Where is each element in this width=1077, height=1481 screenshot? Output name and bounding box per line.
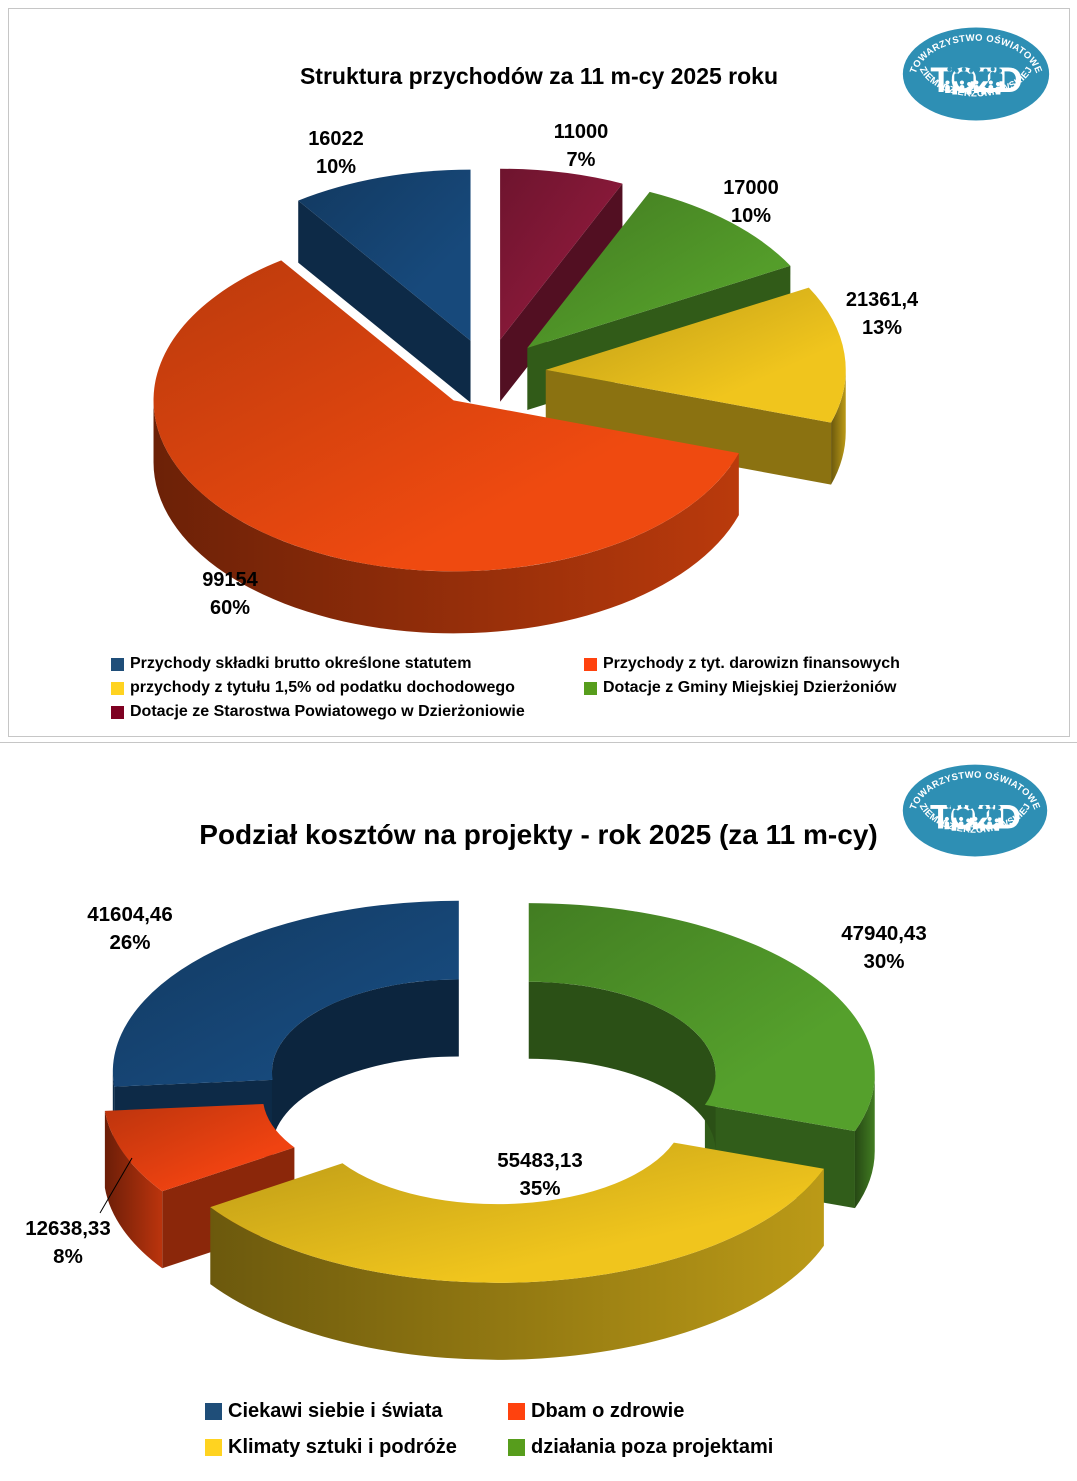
legend-swatch: [205, 1439, 222, 1456]
slice-label-starostwo: 11000 7%: [554, 121, 609, 171]
legend-swatch: [584, 681, 597, 695]
legend-item-podatek: przychody z tytułu 1,5% od podatku docho…: [111, 679, 584, 697]
logo-people-icon: [947, 67, 1003, 82]
chart1-panel: Struktura przychodów za 11 m-cy 2025 rok…: [8, 8, 1070, 737]
slice-inner-wall-dzialania: [528, 981, 716, 1152]
chart2-plot: 41604,46 26% 12638,33 8% 55483,13 35% 47940,43…: [25, 900, 927, 1360]
slice-rim-dbam: [104, 1110, 163, 1269]
chart2-panel: Podział kosztów na projekty - rok 2025 (…: [0, 742, 1077, 1481]
slice-rim-klimaty: [210, 1168, 824, 1360]
slice-label-dzialania: 47940,43 30%: [841, 922, 927, 973]
slice-rim-darowizny: [153, 400, 739, 634]
chart1-title: Struktura przychodów za 11 m-cy 2025 rok…: [299, 63, 779, 89]
slice-label-dbam: 12638,33 8%: [25, 1217, 111, 1268]
slice-skladki: [298, 169, 471, 341]
slice-ciekawi: [112, 900, 459, 1087]
slice-label-podatek: 21361,4 13%: [846, 289, 919, 339]
slice-podatek: [545, 287, 846, 423]
logo-people-icon: [944, 816, 1000, 831]
legend-swatch: [508, 1439, 525, 1456]
slice-gmina: [527, 191, 791, 348]
legend-swatch: [508, 1403, 525, 1420]
legend-swatch: [584, 657, 597, 671]
slice-starostwo: [500, 168, 623, 340]
chart1-legend: Przychody składki brutto określone statu…: [111, 655, 900, 721]
slice-dzialania: [528, 903, 875, 1132]
legend-item-skladki: Przychody składki brutto określone statu…: [111, 655, 584, 673]
slice-inner-wall-ciekawi: [271, 979, 459, 1149]
legend-label: Klimaty sztuki i podróże: [228, 1436, 457, 1458]
legend-item-klimaty: Klimaty sztuki i podróże: [205, 1436, 508, 1459]
slice-wall-skladki: [298, 200, 471, 403]
legend-label: Ciekawi siebie i świata: [228, 1400, 443, 1422]
slice-klimaty: [210, 1142, 824, 1283]
slice-rim-podatek: [831, 369, 846, 485]
label-leader-line: [99, 1157, 133, 1214]
slice-dbam: [104, 1104, 295, 1192]
tozd-logo: TOWARZYSTWO OŚWIATOWE ZIEMI DZIERŻONIOWS…: [902, 764, 1048, 857]
legend-swatch: [111, 705, 124, 719]
slice-label-darowizny: 99154 60%: [202, 569, 258, 619]
slice-rim-dzialania: [854, 1074, 875, 1209]
logo-people-icon: [945, 80, 1001, 95]
legend-label: Dotacje ze Starostwa Powiatowego w Dzier…: [130, 703, 525, 720]
chart1-plot: 16022 10% 99154 60% 21361,4 13% 17000 10% 11000 7…: [153, 121, 919, 634]
legend-item-ciekawi: Ciekawi siebie i świata: [205, 1400, 508, 1423]
legend-label: Dotacje z Gminy Miejskiej Dzierżoniów: [603, 679, 897, 696]
slice-darowizny: [153, 260, 739, 572]
slice-label-klimaty: 55483,13 35%: [497, 1149, 583, 1200]
legend-label: działania poza projektami: [531, 1436, 774, 1458]
legend-item-dbam: Dbam o zdrowie: [508, 1400, 773, 1423]
legend-item-gmina: Dotacje z Gminy Miejskiej Dzierżoniów: [584, 679, 900, 697]
legend-swatch: [205, 1403, 222, 1420]
slice-label-ciekawi: 41604,46 26%: [87, 903, 173, 954]
logo-people-icon: [946, 803, 1001, 818]
legend-label: Przychody składki brutto określone statu…: [130, 655, 472, 672]
legend-swatch: [111, 657, 124, 671]
slice-wall-podatek: [545, 369, 832, 485]
legend-item-starostwo: Dotacje ze Starostwa Powiatowego w Dzier…: [111, 703, 584, 721]
legend-label: Przychody z tyt. darowizn finansowych: [603, 655, 900, 672]
chart2-title: Podział kosztów na projekty - rok 2025 (…: [199, 819, 878, 850]
chart2-legend: Ciekawi siebie i świata Dbam o zdrowie Kli…: [205, 1400, 773, 1459]
tozd-logo: TOWARZYSTWO OŚWIATOWE ZIEMI DZIERŻONIOWS…: [902, 27, 1050, 121]
legend-swatch: [111, 681, 124, 695]
legend-label: przychody z tytułu 1,5% od podatku docho…: [130, 679, 515, 696]
legend-item-dzialania: działania poza projektami: [508, 1436, 773, 1459]
slice-label-gmina: 17000 10%: [723, 177, 779, 227]
legend-item-darowizny: Przychody z tyt. darowizn finansowych: [584, 655, 900, 673]
legend-label: Dbam o zdrowie: [531, 1400, 685, 1422]
slice-label-skladki: 16022 10%: [308, 128, 364, 178]
